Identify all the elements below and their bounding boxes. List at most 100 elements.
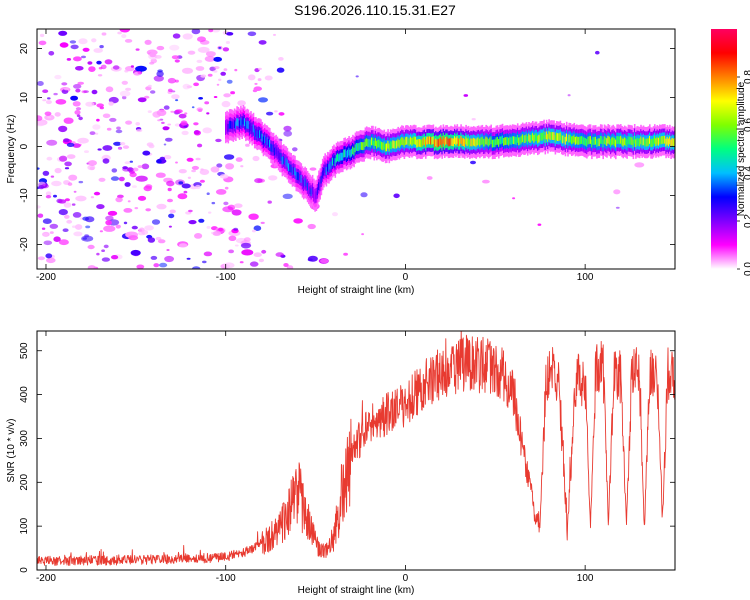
spectrogram-cell [72, 212, 82, 218]
y-tick-label: -20 [19, 237, 30, 252]
spectrogram-cell [247, 74, 256, 81]
spectrogram-ridge-cell [282, 156, 285, 164]
spectrogram-cell [159, 156, 166, 161]
spectrogram-ridge-cell [562, 135, 564, 144]
spectrogram-cell [44, 111, 52, 116]
spectrogram-cell [81, 55, 86, 59]
spectrogram-ridge-cell [563, 134, 565, 143]
spectrogram-ridge-cell [350, 148, 353, 157]
spectrogram-ridge-cell [450, 137, 452, 146]
spectrogram-ridge-cell [646, 138, 648, 147]
spectrogram-ridge-cell [643, 138, 646, 147]
spectrogram-cell [613, 189, 621, 195]
spectrogram-ridge-cell [655, 138, 657, 147]
spectrogram-cell [186, 157, 194, 162]
spectrogram-cell [111, 255, 119, 260]
spectrogram-ridge-cell [627, 136, 630, 145]
spectrogram-cell [66, 154, 76, 160]
spectrogram-cell [226, 79, 233, 84]
spectrogram-ridge-cell [413, 136, 416, 145]
spectrogram-ridge-cell [557, 133, 559, 141]
spectrogram-cell [54, 167, 62, 174]
spectrogram-ridge-cell [647, 138, 650, 146]
spectrogram-cell [234, 244, 239, 247]
spectrogram-ridge-cell [612, 136, 615, 145]
spectrogram-ridge-cell [426, 136, 428, 145]
y-tick-label: -10 [19, 188, 30, 203]
spectrogram-cell [95, 132, 99, 135]
spectrogram-ridge-cell [402, 137, 404, 146]
spectrogram-cell [63, 202, 72, 208]
spectrogram-cell [267, 200, 272, 204]
spectrogram-ridge-cell [243, 118, 246, 127]
spectrogram-cell [182, 83, 191, 90]
colorbar-tick-label: 0.8 [743, 70, 750, 84]
spectrogram-ridge-cell [635, 139, 637, 148]
spectrogram-cell [118, 176, 125, 182]
spectrogram-cell [163, 105, 170, 110]
spectrogram-cell [208, 211, 212, 214]
spectrogram-cell [470, 160, 476, 165]
colorbar-tick-label: 0.2 [743, 214, 750, 228]
spectrogram-ridge-cell [326, 163, 329, 172]
spectrogram-cell [107, 210, 118, 216]
spectrogram-cell [240, 165, 244, 168]
spectrogram-cell [343, 252, 348, 256]
spectrogram-ridge-cell [367, 139, 369, 147]
spectrogram-cell [172, 33, 181, 39]
spectrogram-cell [220, 71, 226, 76]
spectrogram-cell [222, 47, 230, 52]
spectrogram-cell [202, 260, 207, 264]
spectrogram-ridge-cell [539, 132, 542, 141]
spectrogram-cell [62, 228, 69, 232]
spectrogram-cell [204, 55, 216, 62]
spectrogram-ridge-cell [656, 136, 659, 145]
spectrogram-cell [249, 261, 259, 267]
spectrogram-ridge-cell [433, 139, 436, 148]
spectrogram-cell [96, 252, 100, 256]
spectrogram-cell [54, 112, 61, 117]
spectrogram-ridge-cell [523, 135, 525, 144]
spectrogram-cell [567, 94, 571, 97]
spectrogram-ridge-cell [333, 156, 335, 165]
spectrogram-cell [268, 175, 278, 181]
spectrogram-cell [137, 71, 142, 75]
y-tick-label: 0 [19, 143, 30, 149]
spectrogram-ridge-cell [235, 121, 237, 130]
spectrogram-ridge-cell [487, 138, 490, 147]
spectrogram-ridge-cell [616, 136, 618, 144]
spectrogram-cell [45, 100, 52, 105]
spectrogram-ridge-cell [404, 137, 407, 145]
spectrogram-ridge-cell [236, 118, 238, 126]
spectrogram-ridge-cell [602, 139, 604, 148]
spectrogram-cell [213, 66, 220, 70]
spectrogram-ridge-cell [598, 138, 601, 147]
spectrogram-ridge-cell [662, 135, 665, 144]
spectrogram-ridge-cell [305, 179, 308, 188]
spectrogram-cell [167, 77, 176, 84]
spectrogram-cell [206, 192, 210, 195]
spectrogram-ridge-cell [442, 136, 445, 144]
spectrogram-ridge-cell [299, 173, 301, 182]
spectrogram-ridge-cell [321, 170, 324, 179]
spectrogram-cell [184, 112, 188, 115]
spectrogram-cell [45, 195, 52, 199]
spectrogram-cell [59, 155, 68, 162]
spectrogram-ridge-cell [525, 133, 528, 142]
spectrogram-cell [147, 237, 156, 243]
spectrogram-cell [253, 252, 262, 257]
spectrogram-cell [512, 197, 516, 200]
spectrogram-ridge-cell [659, 136, 661, 144]
spectrogram-cell [191, 106, 195, 109]
spectrogram-cell [254, 178, 263, 184]
spectrogram-ridge-cell [384, 143, 387, 152]
spectrogram-cell [355, 75, 359, 78]
spectrogram-cell [167, 198, 173, 203]
spectrogram-cell [67, 182, 73, 186]
spectrogram-ridge-cell [251, 125, 253, 134]
spectrogram-cell [42, 170, 50, 176]
spectrogram-ridge-cell [394, 140, 397, 149]
spectrogram-cell [231, 209, 242, 216]
spectrogram-ridge-cell [582, 136, 584, 145]
spectrogram-ridge-cell [418, 139, 421, 147]
